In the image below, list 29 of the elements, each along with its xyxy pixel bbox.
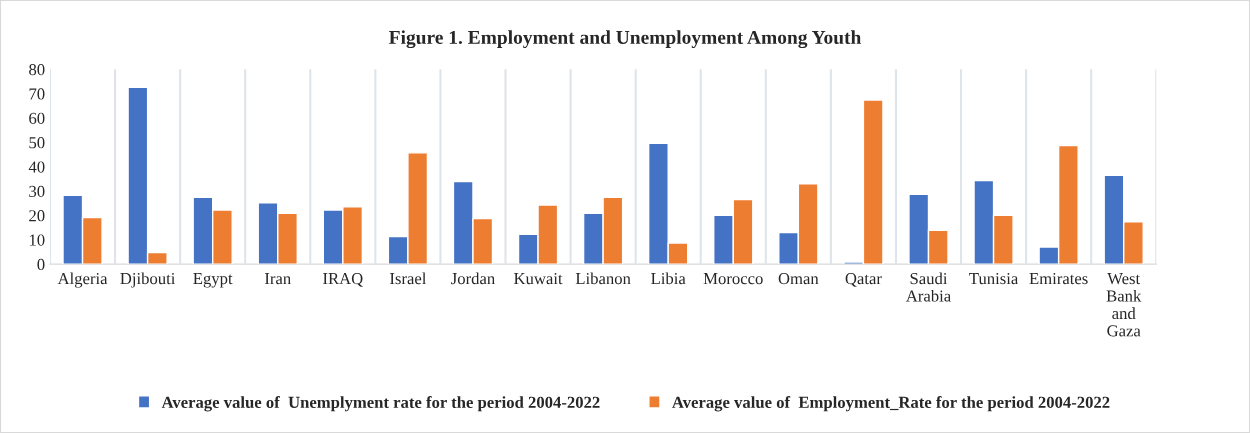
x-tick-label: Egypt	[193, 273, 233, 288]
y-tick-label: 40	[28, 161, 45, 173]
x-tick-label: Kuwait	[514, 272, 563, 285]
x-tick-label: Tunisia	[969, 272, 1019, 285]
y-tick-label: 70	[29, 88, 45, 100]
x-tick-label: Morocco	[703, 273, 763, 285]
x-tick-label: West Bank and Gaza	[1106, 273, 1142, 337]
x-tick-label: Qatar	[845, 272, 882, 287]
x-tick-label: IRAQ	[323, 272, 363, 287]
y-tick-label: 10	[29, 234, 45, 246]
x-tick-label: Saudi Arabia	[905, 272, 951, 302]
x-tick-label: Emirates	[1029, 272, 1088, 285]
x-tick-label: Libia	[651, 272, 686, 285]
y-tick-label: 30	[29, 185, 45, 198]
x-tick-label: Iran	[264, 273, 291, 285]
legend-label: Average value of Employment_Rate for the period 2004-2022	[672, 396, 1110, 412]
chart-title: Figure 1. Employment and Unemployment Among Youth	[389, 30, 862, 49]
y-tick-label: 60	[29, 112, 45, 124]
x-tick-label: Israel	[390, 272, 427, 285]
y-tick-label: 50	[29, 137, 45, 149]
legend-label: Average value of Unemplyment rate for the period 2004-2022	[161, 396, 600, 412]
y-tick-label: 80	[29, 63, 45, 76]
x-tick-label: Djibouti	[120, 272, 176, 288]
y-tick-label: 0	[37, 258, 45, 271]
x-tick-label: Libanon	[575, 272, 631, 285]
y-tick-label: 20	[29, 210, 45, 222]
x-tick-label: Algeria	[57, 272, 108, 288]
x-tick-label: Jordan	[451, 272, 495, 285]
x-tick-label: Oman	[778, 272, 819, 285]
